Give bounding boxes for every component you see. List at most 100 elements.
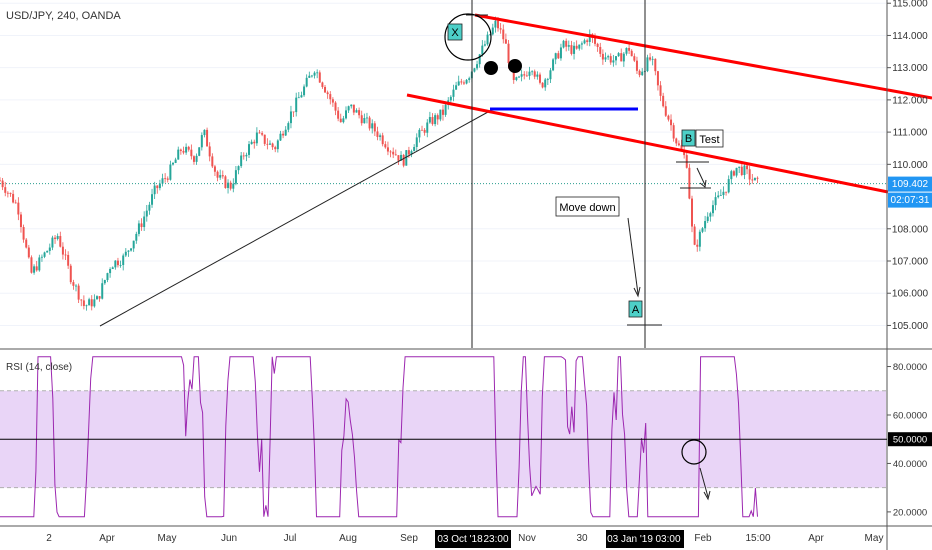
candle <box>596 42 599 52</box>
rsi-axis[interactable]: 80.0000 60.0000 40.0000 20.0000 50.0000 <box>887 362 932 518</box>
candle <box>329 91 332 105</box>
channel-lower-line[interactable] <box>406 93 889 194</box>
candle <box>206 127 209 147</box>
candle <box>753 177 756 181</box>
candle <box>111 266 114 270</box>
time-highlight-time: 03:00 <box>655 534 680 545</box>
candle <box>376 126 379 141</box>
test-arrowhead <box>699 179 707 188</box>
candle <box>6 191 9 198</box>
candle <box>289 105 292 129</box>
candle <box>421 125 424 131</box>
candle <box>164 173 167 183</box>
candle <box>221 170 224 179</box>
candle <box>240 151 243 169</box>
candle <box>56 233 59 241</box>
candle <box>394 149 397 156</box>
candle <box>203 129 206 138</box>
candle <box>635 56 638 74</box>
candle <box>751 173 754 184</box>
candle <box>622 52 625 67</box>
price-pane[interactable]: X A B Test Move down USD/JPY, 240, OANDA <box>0 0 932 348</box>
candle <box>127 250 130 257</box>
rsi-pane[interactable]: RSI (14, close) <box>0 356 887 518</box>
candle <box>195 153 198 165</box>
candle <box>410 149 413 158</box>
rsi-value-badge <box>888 432 932 447</box>
trend-line[interactable] <box>99 111 489 327</box>
candle <box>690 195 693 233</box>
time-axis[interactable]: 2 Apr May Jun Jul Aug Sep 03 Oct '18 23:… <box>0 525 932 548</box>
candle <box>533 69 536 80</box>
candle <box>300 91 303 98</box>
candle <box>174 157 177 164</box>
rsi-circle[interactable] <box>681 439 707 465</box>
candle <box>350 104 353 109</box>
candle <box>607 54 610 60</box>
candle <box>248 141 251 158</box>
candle <box>552 58 555 72</box>
drawings[interactable]: X A B Test Move down <box>99 0 932 348</box>
candle <box>670 114 673 131</box>
candle <box>208 142 211 162</box>
candle <box>106 272 109 283</box>
candle <box>562 39 565 49</box>
candle <box>583 38 586 45</box>
candle <box>748 165 751 186</box>
candle <box>321 81 324 89</box>
rsi-tick-label: 40.0000 <box>893 459 927 470</box>
candle <box>462 80 465 85</box>
rsi-arrow[interactable] <box>699 467 709 498</box>
candle <box>491 23 494 36</box>
candle <box>116 257 119 268</box>
candle <box>504 33 507 44</box>
candle <box>185 143 188 155</box>
candle <box>541 82 544 89</box>
candle <box>177 146 180 160</box>
candle <box>573 42 576 60</box>
test-arrow[interactable] <box>696 167 706 186</box>
time-tick: Jul <box>284 533 297 544</box>
candle <box>148 201 151 215</box>
candle <box>279 130 282 142</box>
candle <box>517 75 520 78</box>
candle <box>400 151 403 161</box>
rsi-arrowhead <box>703 490 711 501</box>
candle <box>664 101 667 118</box>
candle <box>268 140 271 145</box>
candle <box>460 78 463 85</box>
candle <box>499 23 502 34</box>
price-tick-label: 107.000 <box>892 257 929 268</box>
time-tick: May <box>865 533 884 544</box>
candle <box>255 127 258 146</box>
candle <box>709 211 712 222</box>
price-tick-label: 112.000 <box>892 95 928 106</box>
candle <box>546 77 549 85</box>
candle <box>476 60 479 71</box>
candle <box>426 119 429 138</box>
candle <box>701 226 704 234</box>
channel-upper-line[interactable] <box>474 13 932 100</box>
candle <box>95 295 98 300</box>
candle <box>662 92 665 108</box>
countdown-label: 02:07:31 <box>891 195 930 206</box>
candle <box>525 71 528 77</box>
candle <box>72 279 75 290</box>
countdown-badge <box>888 192 932 208</box>
candle <box>452 84 455 102</box>
candle <box>234 166 237 186</box>
time-highlight-date: 03 Jan '19 <box>607 534 653 545</box>
price-axis[interactable]: 115.000 114.000 113.000 112.000 111.000 110.0… <box>886 0 932 550</box>
label-a-box <box>628 300 643 318</box>
move-down-arrow[interactable] <box>627 217 639 295</box>
candle <box>386 141 389 156</box>
price-tick-label: 106.000 <box>892 289 929 300</box>
test-callout: Test <box>699 134 719 146</box>
top-circle[interactable] <box>444 13 492 61</box>
candle <box>274 145 277 153</box>
candle <box>649 53 652 62</box>
price-grid <box>0 2 886 326</box>
candle <box>38 254 41 272</box>
candle <box>625 47 628 56</box>
